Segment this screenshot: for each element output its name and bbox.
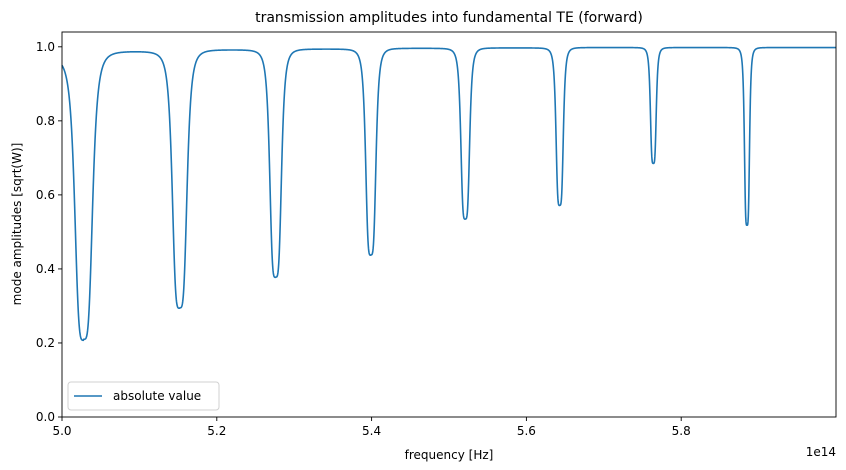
- y-tick-label: 0.4: [36, 262, 55, 276]
- legend-box: [67, 381, 220, 411]
- x-axis-offset-label: 1e14: [806, 445, 836, 459]
- y-axis-ticks: 0.0 0.2 0.4 0.6 0.8 1.0: [36, 40, 62, 424]
- y-tick-label: 1.0: [36, 40, 55, 54]
- y-tick-label: 0.6: [36, 188, 55, 202]
- x-tick-label: 5.0: [52, 424, 71, 438]
- x-axis-label: frequency [Hz]: [405, 448, 494, 462]
- y-tick-label: 0.2: [36, 336, 55, 350]
- x-tick-label: 5.2: [207, 424, 226, 438]
- x-tick-label: 5.4: [362, 424, 381, 438]
- x-tick-label: 5.6: [517, 424, 536, 438]
- y-tick-label: 0.8: [36, 114, 55, 128]
- axes-frame: [61, 31, 837, 418]
- plot-area: [61, 46, 837, 342]
- chart-title: transmission amplitudes into fundamental…: [255, 10, 643, 26]
- legend-label: absolute value: [113, 389, 201, 403]
- y-tick-label: 0.0: [36, 410, 55, 424]
- x-tick-label: 5.8: [672, 424, 691, 438]
- legend: absolute value: [67, 381, 220, 411]
- y-axis-label: mode amplitudes [sqrt(W)]: [10, 143, 24, 306]
- x-axis-ticks: 5.0 5.2 5.4 5.6 5.8: [52, 417, 691, 438]
- series-absolute-value-line: [61, 46, 837, 342]
